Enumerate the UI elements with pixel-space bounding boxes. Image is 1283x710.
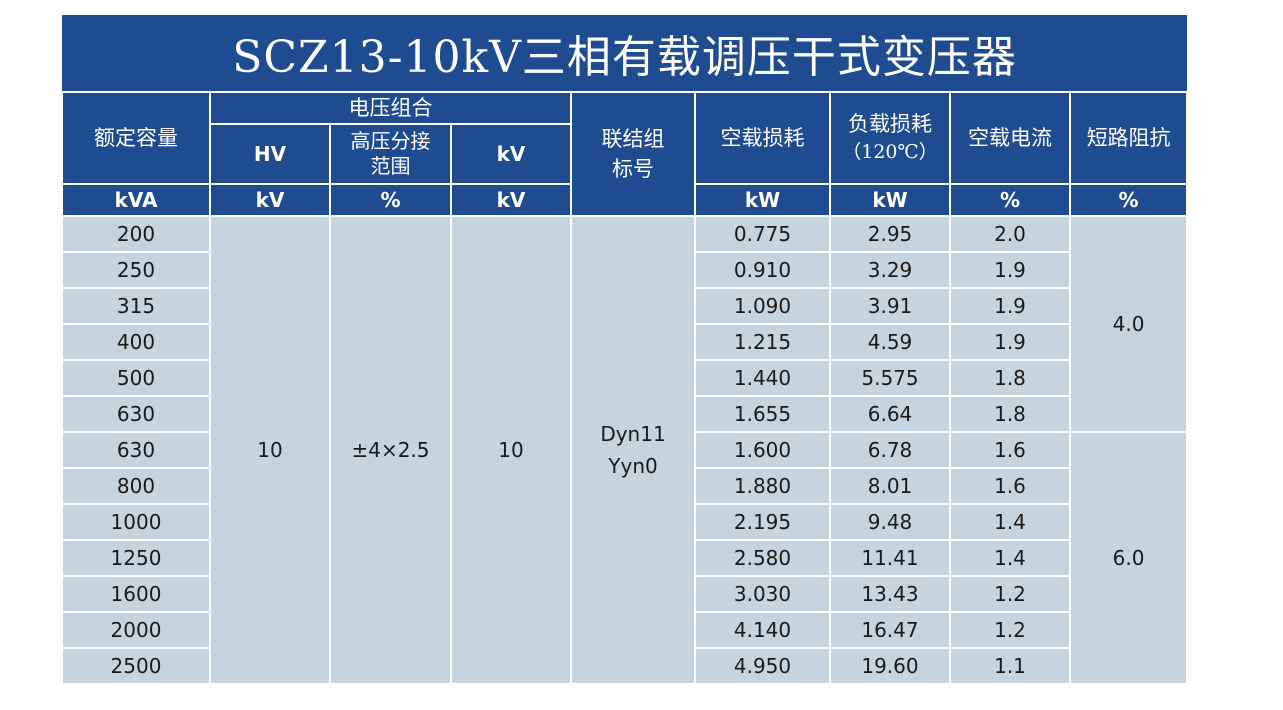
noload-current-cell: 1.2 — [949, 575, 1071, 613]
load-loss-cell: 13.43 — [829, 575, 951, 613]
load-loss-cell: 6.64 — [829, 395, 951, 433]
capacity-cell: 200 — [61, 215, 211, 253]
noload-loss-cell: 3.030 — [694, 575, 831, 613]
table-row: 1600 3.030 13.43 1.2 — [61, 575, 1187, 613]
header-tap-range-label: 高压分接范围 — [350, 129, 431, 178]
noload-loss-cell: 4.950 — [694, 647, 831, 685]
unit-impedance: % — [1068, 183, 1189, 217]
noload-loss-cell: 1.215 — [694, 323, 831, 361]
header-noload-current: 空载电流 — [949, 91, 1071, 185]
load-loss-cell: 19.60 — [829, 647, 951, 685]
load-loss-cell: 6.78 — [829, 431, 951, 469]
header-rated-capacity: 额定容量 — [61, 91, 211, 185]
capacity-cell: 400 — [61, 323, 211, 361]
table-row: 800 1.880 8.01 1.6 — [61, 467, 1187, 505]
load-loss-cell: 8.01 — [829, 467, 951, 505]
table-row: 2500 4.950 19.60 1.1 — [61, 647, 1187, 685]
header-impedance: 短路阻抗 — [1068, 91, 1189, 185]
capacity-cell: 800 — [61, 467, 211, 505]
impedance-value-group2: 6.0 — [1068, 431, 1189, 685]
table-title: SCZ13-10kV三相有载调压干式变压器 — [62, 15, 1188, 93]
impedance-value-group1: 4.0 — [1068, 215, 1189, 433]
capacity-cell: 1250 — [61, 539, 211, 577]
table-row: 1000 2.195 9.48 1.4 — [61, 503, 1187, 541]
table-row: 315 1.090 3.91 1.9 — [61, 287, 1187, 325]
table-row: 630 1.655 6.64 1.8 — [61, 395, 1187, 433]
connection-group-line2: Yyn0 — [608, 454, 658, 478]
noload-current-cell: 1.4 — [949, 503, 1071, 541]
header-hv: HV — [209, 123, 331, 185]
load-loss-cell: 16.47 — [829, 611, 951, 649]
header-load-loss-line2: （120℃） — [842, 141, 938, 163]
noload-loss-cell: 1.880 — [694, 467, 831, 505]
capacity-cell: 250 — [61, 251, 211, 289]
table-row: 400 1.215 4.59 1.9 — [61, 323, 1187, 361]
capacity-cell: 315 — [61, 287, 211, 325]
unit-capacity: kVA — [61, 183, 211, 217]
noload-current-cell: 1.6 — [949, 467, 1071, 505]
noload-current-cell: 1.1 — [949, 647, 1071, 685]
lv-value: 10 — [450, 215, 572, 685]
header-load-loss-line1: 负载损耗 — [848, 112, 932, 136]
noload-loss-cell: 1.440 — [694, 359, 831, 397]
table-row: 200 10 ±4×2.5 10 Dyn11 Yyn0 0.775 2.95 2… — [61, 215, 1189, 685]
noload-current-cell: 1.6 — [949, 431, 1071, 469]
header-noload-loss: 空载损耗 — [694, 91, 831, 185]
noload-loss-cell: 0.775 — [694, 215, 831, 253]
noload-current-cell: 1.4 — [949, 539, 1071, 577]
unit-noload-loss: kW — [694, 183, 831, 217]
load-loss-cell: 3.29 — [829, 251, 951, 289]
noload-loss-cell: 1.090 — [694, 287, 831, 325]
capacity-cell: 2000 — [61, 611, 211, 649]
table-row: 500 1.440 5.575 1.8 — [61, 359, 1187, 397]
noload-loss-cell: 4.140 — [694, 611, 831, 649]
unit-lv: kV — [450, 183, 572, 217]
transformer-spec-table: SCZ13-10kV三相有载调压干式变压器 额定容量 电压组合 联结组标号 空载… — [61, 15, 1189, 685]
noload-current-cell: 2.0 — [949, 215, 1071, 253]
noload-current-cell: 1.2 — [949, 611, 1071, 649]
capacity-cell: 1000 — [61, 503, 211, 541]
capacity-cell: 630 — [61, 395, 211, 433]
tap-range-value: ±4×2.5 — [329, 215, 452, 685]
connection-group-line1: Dyn11 — [600, 422, 666, 446]
noload-loss-cell: 1.600 — [694, 431, 831, 469]
load-loss-cell: 4.59 — [829, 323, 951, 361]
header-connection-group-label: 联结组标号 — [601, 127, 665, 181]
header-voltage-combination: 电压组合 — [209, 91, 572, 125]
unit-tap: % — [329, 183, 452, 217]
connection-group-value: Dyn11 Yyn0 — [570, 215, 696, 685]
load-loss-cell: 5.575 — [829, 359, 951, 397]
capacity-cell: 630 — [61, 431, 211, 469]
header-load-loss: 负载损耗 （120℃） — [829, 91, 951, 185]
load-loss-cell: 3.91 — [829, 287, 951, 325]
noload-current-cell: 1.9 — [949, 251, 1071, 289]
noload-current-cell: 1.8 — [949, 395, 1071, 433]
noload-loss-cell: 2.580 — [694, 539, 831, 577]
noload-loss-cell: 2.195 — [694, 503, 831, 541]
table-row: 630 1.600 6.78 1.6 6.0 — [61, 431, 1189, 685]
noload-current-cell: 1.8 — [949, 359, 1071, 397]
header-tap-range: 高压分接范围 — [329, 123, 452, 185]
table-row: 2000 4.140 16.47 1.2 — [61, 611, 1187, 649]
load-loss-cell: 9.48 — [829, 503, 951, 541]
noload-current-cell: 1.9 — [949, 323, 1071, 361]
header-lv: kV — [450, 123, 572, 185]
noload-loss-cell: 1.655 — [694, 395, 831, 433]
table-row: 250 0.910 3.29 1.9 — [61, 251, 1187, 289]
load-loss-cell: 11.41 — [829, 539, 951, 577]
table-row: 1250 2.580 11.41 1.4 — [61, 539, 1187, 577]
noload-loss-cell: 0.910 — [694, 251, 831, 289]
hv-value: 10 — [209, 215, 331, 685]
unit-noload-current: % — [949, 183, 1071, 217]
capacity-cell: 500 — [61, 359, 211, 397]
unit-load-loss: kW — [829, 183, 951, 217]
unit-hv: kV — [209, 183, 331, 217]
capacity-cell: 1600 — [61, 575, 211, 613]
load-loss-cell: 2.95 — [829, 215, 951, 253]
capacity-cell: 2500 — [61, 647, 211, 685]
noload-current-cell: 1.9 — [949, 287, 1071, 325]
header-connection-group: 联结组标号 — [570, 91, 696, 217]
